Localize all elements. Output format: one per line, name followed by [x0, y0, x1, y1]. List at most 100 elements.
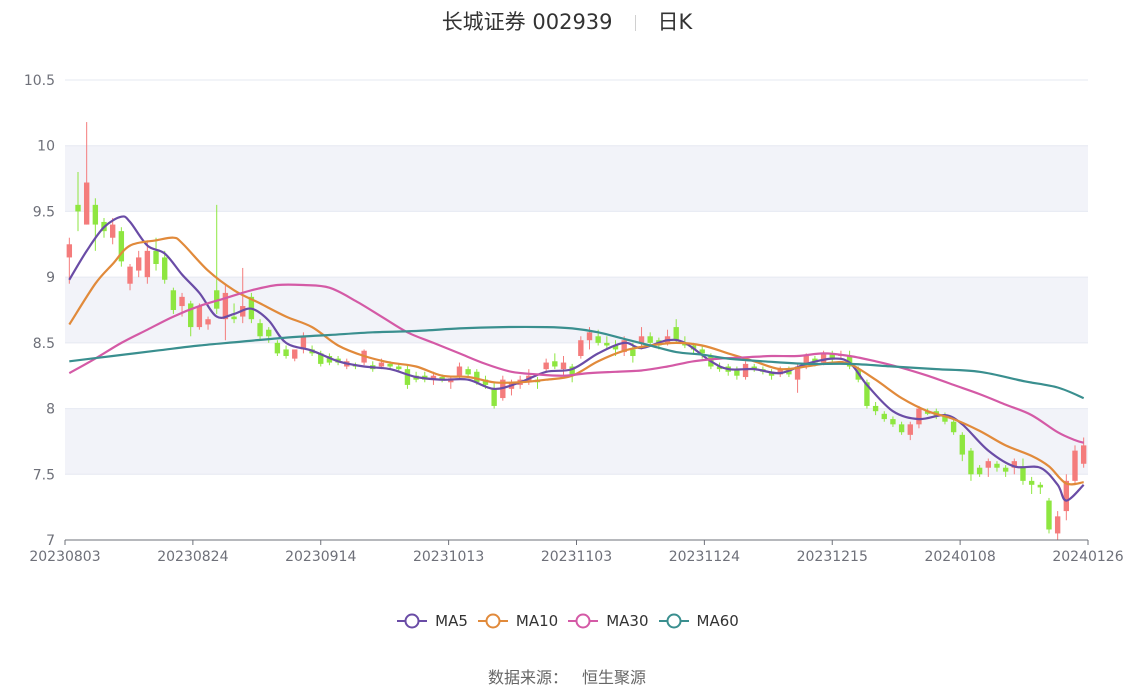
candle-body [604, 342, 610, 346]
candle [83, 122, 90, 225]
x-axis: 20230803 20230824 20230914 20231013 20231103… [29, 539, 1124, 565]
candle-body [950, 421, 957, 433]
candle-body [1046, 500, 1052, 530]
candle [1072, 445, 1078, 485]
grid-bands [65, 145, 1088, 475]
legend-label: MA60 [696, 612, 739, 630]
candle [266, 327, 272, 343]
candle-body [543, 362, 549, 370]
candle [491, 382, 497, 409]
candle-body [829, 353, 835, 359]
candle [890, 416, 896, 427]
candle-body [959, 434, 965, 455]
candle [222, 283, 229, 341]
candle-body [864, 382, 870, 406]
ma60-line [69, 325, 1085, 400]
candle-body [170, 290, 177, 310]
candle [872, 402, 879, 416]
title-separator [634, 15, 636, 31]
candle-body [1020, 466, 1026, 481]
candle-body [890, 419, 896, 425]
candle-body [214, 290, 220, 309]
candle-body [595, 336, 601, 343]
x-tick-label: 20230914 [285, 549, 356, 565]
y-tick-label: 9 [46, 270, 55, 286]
x-tick-label: 20231103 [541, 549, 612, 565]
candle-body [266, 329, 272, 337]
candle-body [404, 369, 411, 385]
legend-item-ma30[interactable]: MA30 [566, 611, 649, 631]
candle-body [274, 342, 281, 354]
candle-body [153, 250, 159, 264]
candle [916, 405, 922, 429]
legend-item-ma10[interactable]: MA10 [476, 611, 558, 631]
candle-body [188, 303, 194, 328]
candle-body [83, 182, 90, 225]
candle-body [465, 369, 471, 375]
candle-body [552, 361, 558, 367]
candle [907, 421, 913, 441]
candle-body [1072, 450, 1078, 481]
candle-body [734, 369, 740, 376]
candle [136, 250, 142, 278]
candle-body [378, 362, 385, 367]
candle-body [136, 257, 142, 271]
grid-band [65, 145, 1088, 212]
candle-body [456, 366, 463, 376]
candle-body [231, 316, 237, 320]
candle [638, 327, 645, 350]
candle [560, 356, 567, 376]
candle-body [916, 408, 922, 425]
y-tick-label: 8.5 [33, 336, 55, 352]
candle-body [474, 371, 480, 383]
candle-body [586, 332, 593, 341]
legend-item-ma5[interactable]: MA5 [395, 611, 468, 631]
candle-body [118, 231, 125, 262]
candle-body [66, 244, 73, 258]
candle-body [144, 250, 151, 278]
x-tick-label: 20240108 [924, 549, 995, 565]
candle-body [396, 366, 402, 370]
y-tick-label: 8 [46, 402, 55, 418]
candle [127, 264, 133, 291]
candle [1028, 476, 1035, 494]
candle-body [1002, 467, 1009, 472]
candle-body [777, 369, 783, 375]
y-tick-label: 7.5 [33, 467, 55, 483]
candle [118, 227, 125, 267]
candle [534, 377, 541, 389]
candle [552, 353, 558, 370]
candle-body [968, 450, 974, 475]
candle-body [482, 379, 489, 385]
candle-body [439, 377, 445, 380]
candle-body [630, 349, 636, 356]
candle [647, 332, 653, 346]
stock-name: 长城证券 002939 [441, 10, 613, 34]
candle [994, 461, 1000, 472]
candle-body [794, 366, 801, 380]
candle-body [109, 224, 116, 238]
candle [829, 350, 835, 363]
period-label: 日K [657, 10, 693, 34]
candle-body [569, 366, 575, 376]
candle-body [803, 356, 809, 366]
candle-body [1037, 484, 1044, 488]
candle [768, 369, 775, 380]
candle [1063, 474, 1070, 521]
candle [326, 353, 333, 366]
candle-body [907, 424, 913, 435]
legend-item-ma60[interactable]: MA60 [657, 611, 739, 631]
legend-line-circle-icon [397, 613, 428, 629]
x-tick-label: 20240126 [1052, 549, 1123, 565]
candle-body [196, 306, 203, 328]
candle-body [205, 319, 211, 325]
candle-body [1028, 480, 1035, 485]
x-tick-label: 20231215 [797, 549, 868, 565]
candle [465, 366, 471, 378]
x-tick-label: 20230803 [29, 549, 100, 565]
candle [214, 204, 220, 314]
candle [1037, 482, 1044, 494]
candle [283, 345, 289, 359]
candle-body [491, 388, 497, 406]
